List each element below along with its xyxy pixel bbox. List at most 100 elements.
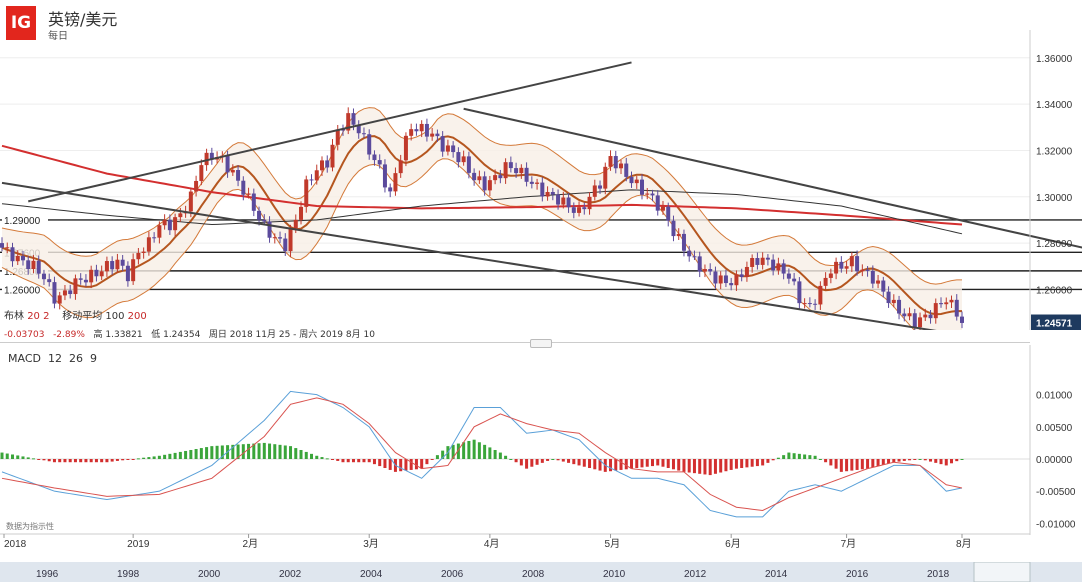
candle-body [110,261,115,270]
macd-histogram-bar [609,459,613,472]
bollinger-lower-line [1,158,915,330]
macd-histogram-bar [719,459,723,473]
ma-label[interactable]: 移动平均 [62,311,103,322]
bollinger-upper-line [1,107,963,285]
macd-histogram-bar [467,440,471,459]
price-tick-label: 1.36000 [1036,54,1073,65]
candle-body [902,313,907,317]
macd-histogram-bar [692,459,696,474]
macd-histogram-bar [745,459,749,468]
macd-histogram-bar [881,459,885,465]
macd-histogram-bar [818,459,822,460]
macd-histogram-bar [325,458,329,460]
macd-histogram-bar [283,445,287,459]
candle-body [398,160,403,174]
candles [0,107,964,330]
candle-body [834,261,839,274]
date-tick-label: 3月 [363,538,379,550]
macd-tick-label: 0.00000 [1036,455,1073,466]
macd-histogram-bar [94,459,98,463]
macd-histogram-bar [362,459,366,463]
candle-body [445,145,450,152]
macd-histogram-bar [420,459,424,469]
candle-body [262,219,267,222]
candle-body [146,237,151,252]
candle-body [178,213,183,218]
candle-body [760,257,765,265]
candle-body [928,314,933,319]
macd-histogram-bar [16,455,20,459]
macd-histogram-bar [803,454,807,459]
candle-body [236,170,241,181]
candle-body [440,136,445,152]
candle-body [729,283,734,286]
macd-histogram-bar [540,459,544,463]
macd-histogram-bar [126,459,130,460]
candle-body [818,285,823,305]
candle-body [813,303,818,305]
macd-histogram-bar [630,459,634,469]
candle-body [571,207,576,213]
candle-body [57,295,62,304]
candle-body [283,238,288,252]
candle-body [83,279,88,283]
candle-body [718,275,723,284]
candle-body [797,281,802,304]
bollinger-bands [1,107,963,330]
candle-body [367,134,372,155]
macd-histogram-bar [58,459,62,463]
candle-body [388,187,393,192]
macd-histogram-bar [698,459,702,474]
candle-body [346,113,351,131]
candle-body [62,290,67,296]
macd-histogram-bar [944,459,948,466]
current-price-label: 1.24571 [1036,319,1073,330]
macd-histogram-bar [567,459,571,463]
timeline-navigator[interactable]: 1996 1998 2000 2002 2004 2006 2008 2010 2012 2014… [0,561,1082,583]
candle-body [907,313,912,317]
timeline-strip[interactable]: 1996 1998 2000 2002 2004 2006 2008 2010 2012 2014… [0,561,1082,583]
candle-body [870,270,875,284]
macd-chart[interactable]: 0.01000 0.00500 0.00000 -0.00500 -0.01000 [0,345,1082,535]
pane-resize-handle[interactable] [530,339,552,348]
macd-histogram-bar [257,443,261,459]
macd-histogram-bar [671,459,675,470]
candle-body [194,180,199,192]
macd-histogram-bar [708,459,712,476]
macd-histogram-bar [619,459,623,470]
change-pct: -2.89% [53,330,85,340]
candle-body [655,195,660,211]
bollinger-label[interactable]: 布林 [4,311,24,322]
macd-tick-label: 0.00500 [1036,423,1073,434]
candle-body [472,172,477,181]
candle-body [514,168,519,174]
candle-body [918,317,923,328]
candle-body [886,291,891,304]
macd-histogram-bar [341,459,345,463]
macd-signal: 9 [89,352,97,365]
timeframe-label: 每日 [48,31,68,42]
macd-tick-label: -0.00500 [1036,487,1076,498]
macd-histogram-bar [194,449,198,459]
macd-histogram-bar [262,442,266,459]
macd-histogram-bar [750,459,754,467]
macd-histogram-bar [908,459,912,461]
macd-histogram-bar [514,459,518,463]
candle-body [508,162,513,169]
macd-legend[interactable]: MACD 12 26 9 [8,352,97,365]
candle-body [666,206,671,221]
candle-body [676,233,681,237]
candle-body [104,261,109,272]
macd-histogram-bar [734,459,738,469]
macd-histogram-bar [5,453,9,459]
candle-body [461,156,466,163]
low-value: 1.24354 [163,330,201,340]
candle-body [923,314,928,318]
macd-histogram-bar [866,459,870,469]
instrument-title: 英镑/美元 [48,10,118,29]
macd-histogram-bar [892,459,896,463]
candle-body [424,123,429,137]
candle-body [650,193,655,196]
macd-histogram-bar [913,459,917,460]
